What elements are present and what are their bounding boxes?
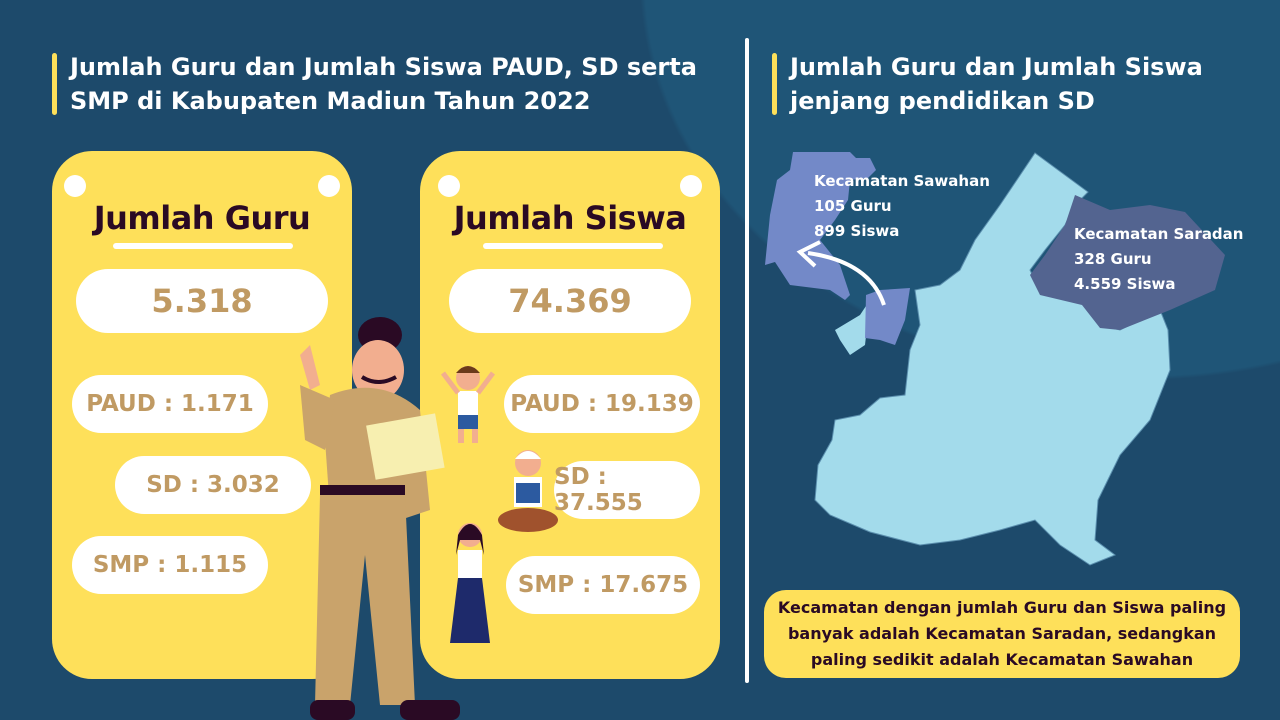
map-region-sawahan	[865, 288, 910, 345]
guru-card: Jumlah Guru 5.318 PAUD : 1.171 SD : 3.03…	[52, 151, 352, 679]
siswa-smp: SMP : 17.675	[506, 556, 700, 614]
saradan-label: Kecamatan Saradan 328 Guru 4.559 Siswa	[1074, 222, 1243, 297]
heading-underline	[483, 243, 663, 249]
sawahan-siswa: 899 Siswa	[814, 222, 900, 240]
card-hole	[318, 175, 340, 197]
right-title-line2: jenjang pendidikan SD	[790, 87, 1095, 115]
siswa-sd: SD : 37.555	[554, 461, 700, 519]
card-hole	[438, 175, 460, 197]
sawahan-label: Kecamatan Sawahan 105 Guru 899 Siswa	[814, 169, 990, 244]
heading-underline	[113, 243, 293, 249]
card-hole	[680, 175, 702, 197]
teacher-illustration	[300, 317, 460, 720]
siswa-heading: Jumlah Siswa	[453, 199, 687, 237]
guru-sd: SD : 3.032	[115, 456, 311, 514]
student-girl-illustration	[450, 523, 490, 643]
left-title-line1: Jumlah Guru dan Jumlah Siswa PAUD, SD se…	[70, 53, 697, 81]
siswa-paud: PAUD : 19.139	[504, 375, 700, 433]
guru-total: 5.318	[76, 269, 328, 333]
sawahan-guru: 105 Guru	[814, 197, 892, 215]
arrow-head-icon	[796, 240, 821, 268]
guru-heading: Jumlah Guru	[93, 199, 311, 237]
saradan-name: Kecamatan Saradan	[1074, 225, 1244, 243]
left-title: Jumlah Guru dan Jumlah Siswa PAUD, SD se…	[52, 50, 732, 118]
siswa-total: 74.369	[449, 269, 691, 333]
left-title-line2: SMP di Kabupaten Madiun Tahun 2022	[70, 87, 591, 115]
student-boy-illustration	[441, 366, 495, 443]
map-inset-sawahan	[765, 152, 876, 300]
guru-smp: SMP : 1.115	[72, 536, 268, 594]
divider	[745, 38, 749, 683]
map-region-west	[835, 300, 870, 355]
sawahan-name: Kecamatan Sawahan	[814, 172, 990, 190]
card-hole	[64, 175, 86, 197]
saradan-siswa: 4.559 Siswa	[1074, 275, 1176, 293]
arrow-icon	[807, 251, 886, 306]
guru-paud: PAUD : 1.171	[72, 375, 268, 433]
student-reading-illustration	[498, 450, 558, 532]
summary-note: Kecamatan dengan jumlah Guru dan Siswa p…	[764, 590, 1240, 678]
right-title-line1: Jumlah Guru dan Jumlah Siswa	[790, 53, 1203, 81]
saradan-guru: 328 Guru	[1074, 250, 1152, 268]
map-region-saradan	[1030, 195, 1225, 330]
right-title: Jumlah Guru dan Jumlah Siswa jenjang pen…	[772, 50, 1252, 118]
